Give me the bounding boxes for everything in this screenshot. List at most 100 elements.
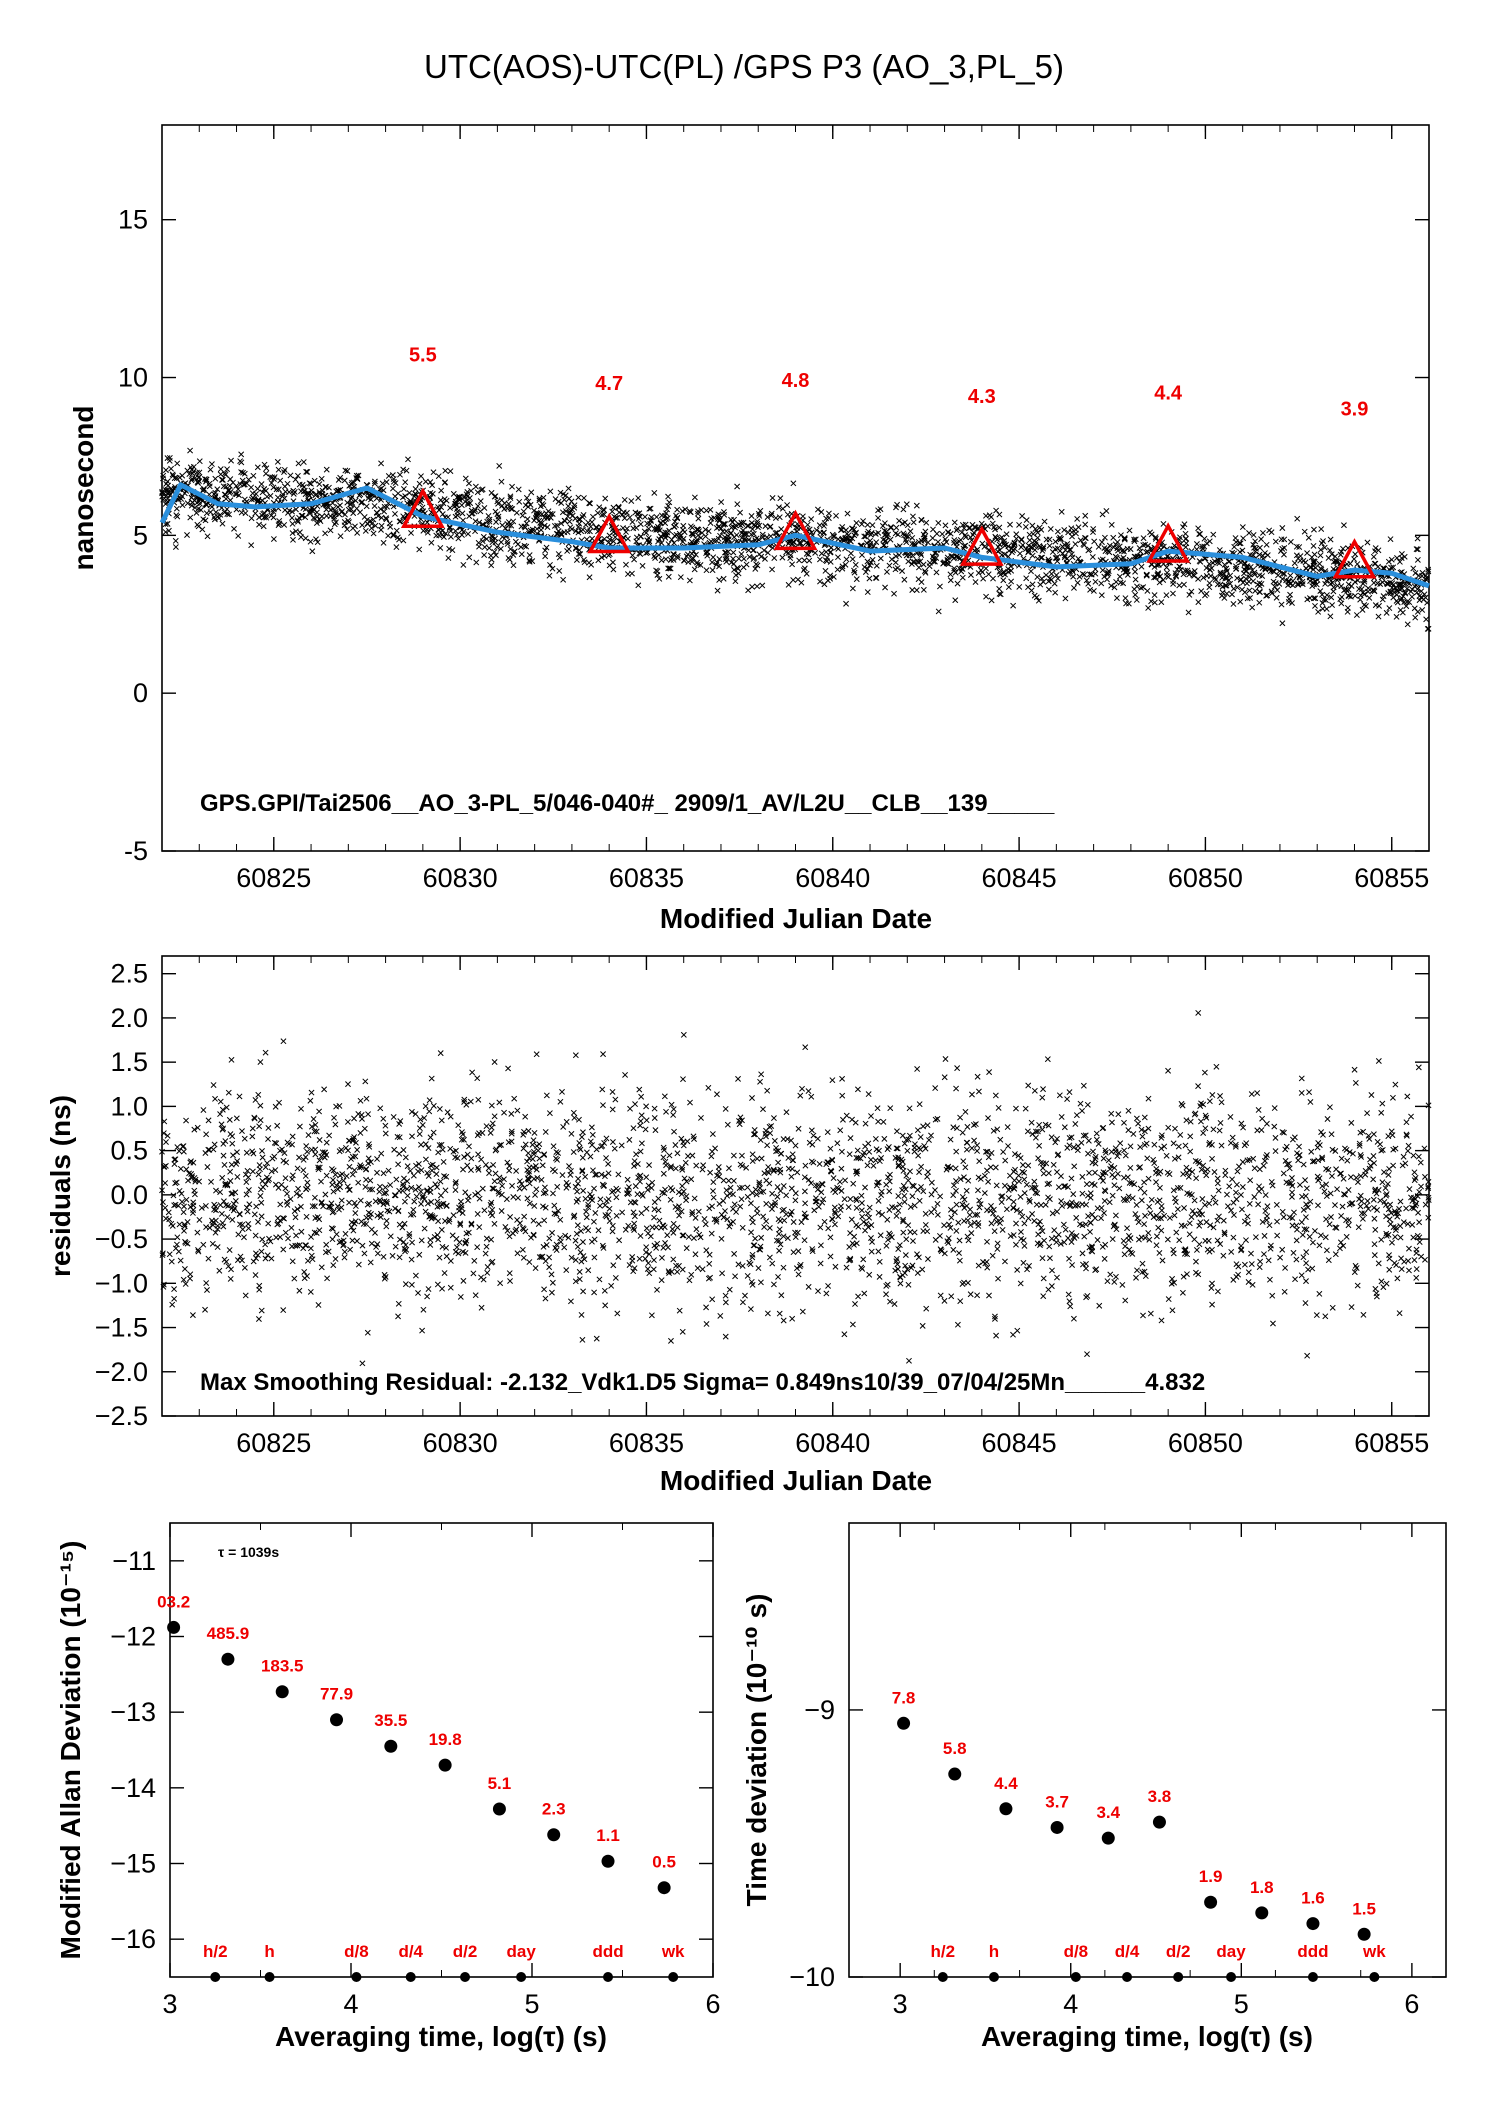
data-point [849, 556, 856, 563]
data-point [815, 1288, 821, 1295]
data-point [479, 1185, 486, 1192]
data-point [1259, 1115, 1266, 1122]
data-point [1365, 585, 1372, 592]
data-point [222, 471, 229, 478]
data-point [335, 487, 342, 494]
data-point [957, 1298, 964, 1305]
data-point [667, 1185, 674, 1191]
data-point [825, 510, 832, 517]
data-point [307, 1288, 314, 1295]
data-point [1179, 1289, 1186, 1296]
data-point [1010, 547, 1017, 554]
data-point [1054, 575, 1061, 582]
data-point [226, 511, 233, 518]
data-point [950, 1124, 957, 1131]
data-point [1385, 1171, 1392, 1178]
data-point [419, 1193, 426, 1200]
data-point [1000, 570, 1007, 577]
data-point [1271, 568, 1277, 575]
data-point [1026, 537, 1033, 544]
data-point [1046, 1180, 1053, 1187]
data-point [842, 1177, 849, 1184]
data-point [768, 512, 775, 519]
data-point [895, 1207, 902, 1214]
data-point [302, 514, 309, 521]
data-point [764, 1168, 771, 1175]
data-point [1218, 1099, 1225, 1106]
data-point [289, 514, 295, 521]
data-point [284, 480, 291, 487]
triangle-marker [1332, 538, 1377, 579]
data-point [766, 1224, 773, 1231]
marker-label: 5.5 [409, 345, 437, 367]
data-point [679, 1183, 686, 1189]
data-point [772, 515, 779, 521]
data-point [805, 1283, 812, 1290]
data-point [1054, 528, 1061, 535]
data-point [226, 489, 233, 496]
data-point [988, 1202, 994, 1209]
data-point [877, 506, 884, 513]
data-point [1390, 1162, 1397, 1169]
data-point [314, 509, 320, 516]
data-point [282, 1229, 289, 1236]
data-point [1225, 558, 1232, 565]
data-point [1206, 580, 1213, 587]
data-point [851, 532, 858, 539]
data-point [711, 537, 718, 544]
data-point [710, 554, 717, 561]
data-point [706, 1260, 713, 1267]
data-point [1234, 584, 1241, 591]
data-point [162, 467, 169, 474]
data-point [762, 555, 768, 562]
data-point [413, 1193, 420, 1200]
data-point [1425, 566, 1432, 573]
data-point [201, 476, 208, 482]
data-point [738, 551, 745, 558]
data-point [944, 560, 950, 567]
data-point [241, 1234, 247, 1241]
data-point [1282, 1146, 1289, 1153]
data-point [1121, 535, 1128, 542]
data-point [1316, 1290, 1323, 1297]
data-point [764, 534, 770, 541]
data-point [1038, 526, 1045, 533]
data-point [972, 524, 979, 531]
data-point [243, 480, 250, 487]
data-point [929, 553, 936, 560]
data-point [192, 504, 198, 511]
data-point [716, 576, 723, 583]
data-point [1151, 592, 1158, 599]
data-point [1264, 552, 1271, 559]
data-point [575, 516, 582, 523]
data-point [872, 530, 879, 537]
data-point [893, 504, 899, 511]
data-point [1298, 1089, 1305, 1096]
data-point [265, 1136, 271, 1143]
data-point [894, 1261, 901, 1268]
data-point [283, 1159, 290, 1166]
y-tick-label: −1.0 [95, 1268, 148, 1298]
data-point [962, 521, 969, 528]
data-point [1052, 1139, 1059, 1146]
data-point [887, 1298, 893, 1305]
data-point [519, 512, 526, 519]
data-point [798, 1219, 805, 1226]
data-point [217, 1111, 224, 1118]
data-point [1303, 1201, 1310, 1208]
data-point [1141, 1221, 1148, 1228]
data-point [948, 1293, 955, 1300]
data-point [882, 584, 889, 591]
data-point [1045, 586, 1052, 593]
data-point [1227, 580, 1234, 587]
data-point [821, 520, 828, 526]
data-point [174, 513, 181, 520]
data-point [805, 551, 812, 558]
data-point [777, 495, 784, 502]
data-point [265, 1177, 271, 1184]
data-point [784, 502, 791, 509]
data-point [778, 526, 785, 533]
data-point [399, 494, 406, 501]
data-point [1107, 1271, 1114, 1278]
data-point [1272, 538, 1279, 545]
